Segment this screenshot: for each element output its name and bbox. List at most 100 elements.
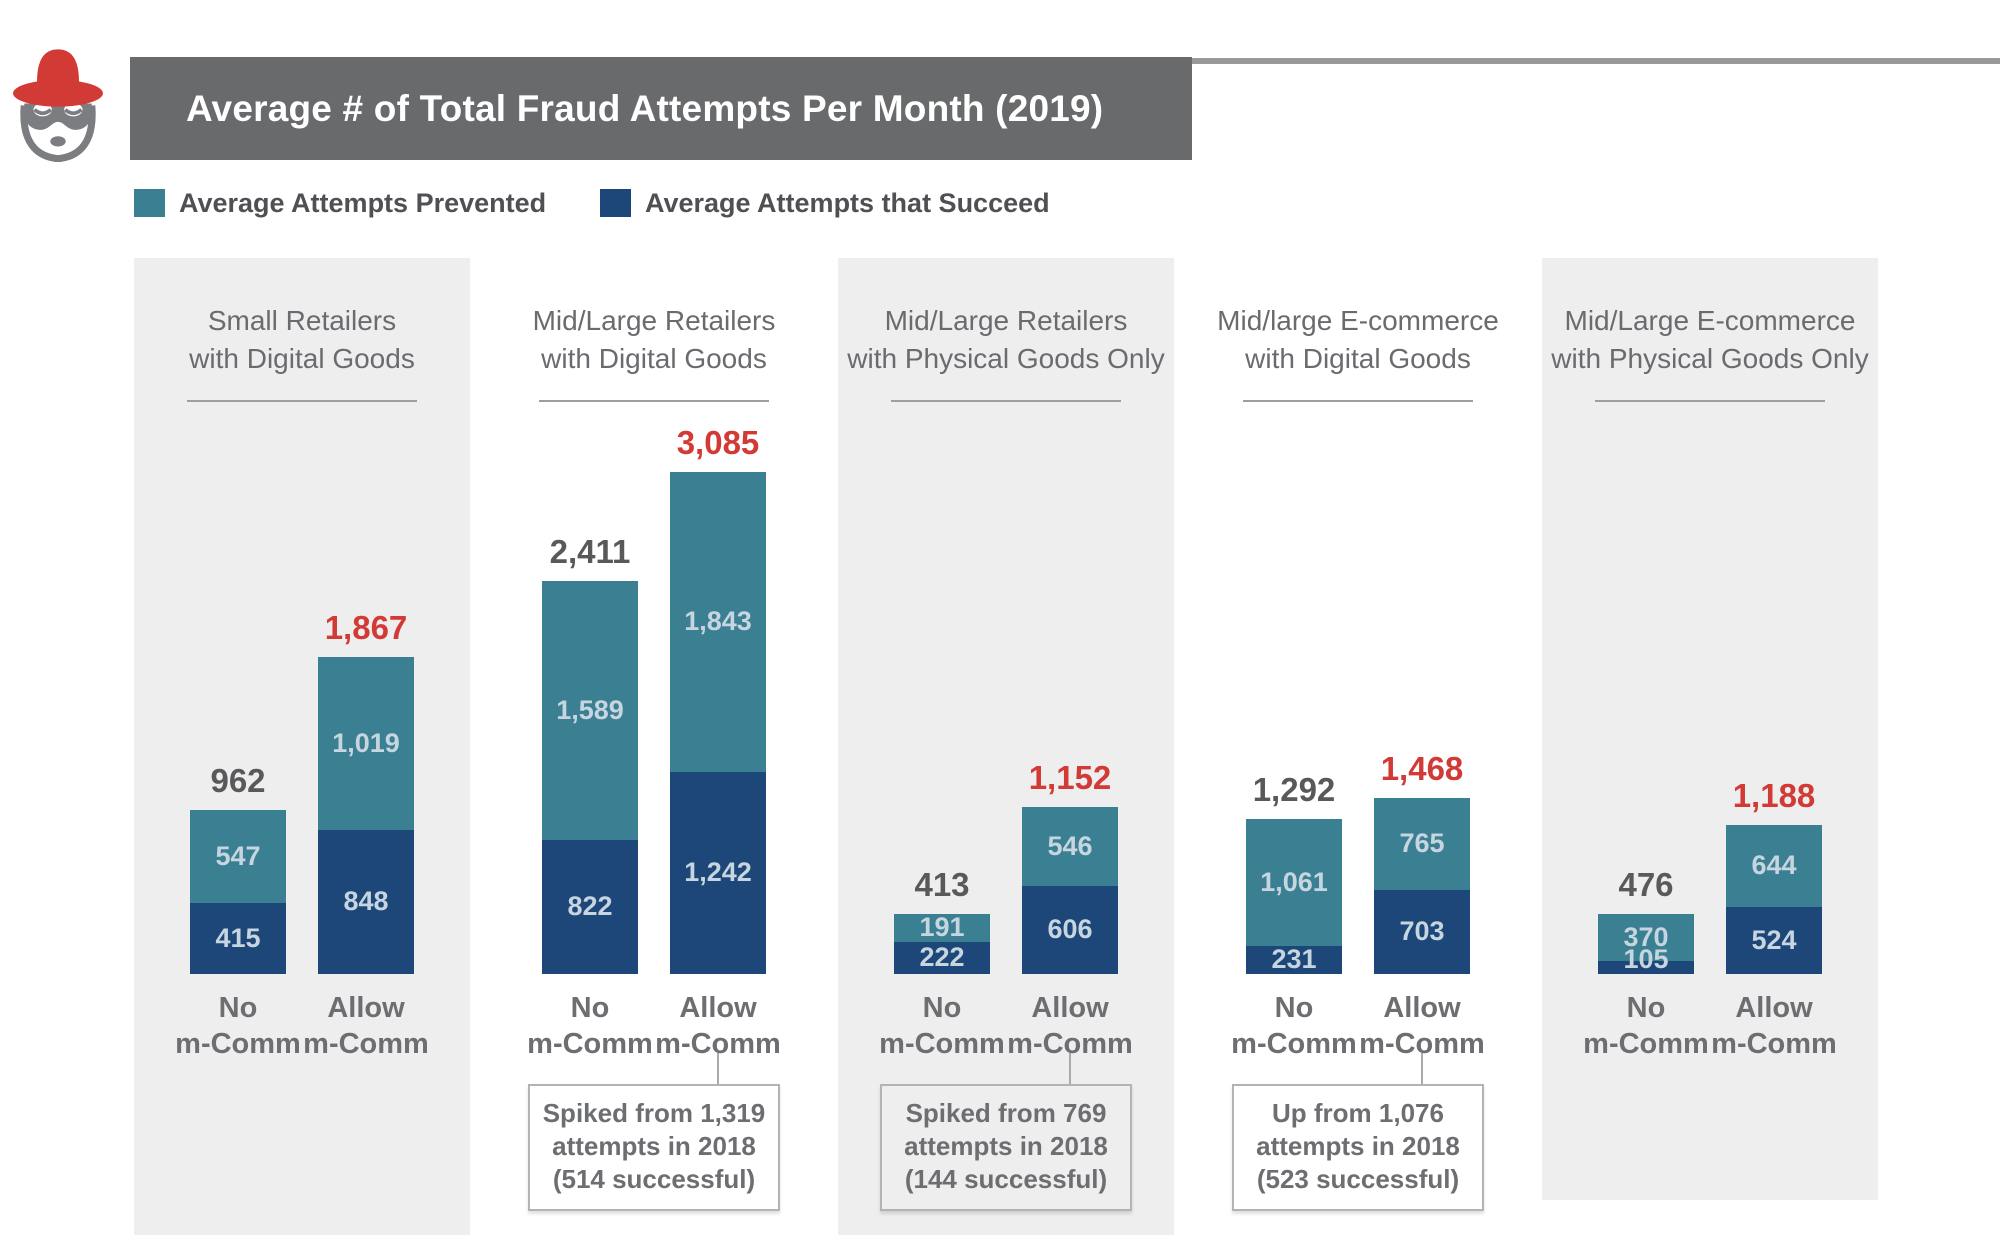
footnote-line: attempts in 2018 [552, 1131, 756, 1161]
legend-item-succeed: Average Attempts that Succeed [600, 188, 1050, 218]
header-rule-line [1192, 58, 2000, 64]
bar-segment-prevented [1726, 825, 1822, 907]
axis-category-line: No [570, 992, 610, 1024]
axis-category-line: m-Comm [527, 1028, 653, 1060]
segment-value-succeed: 415 [215, 922, 261, 953]
segment-value-succeed: 848 [343, 886, 389, 916]
legend-label: Average Attempts that Succeed [645, 187, 1050, 218]
category-panel-1: Small Retailers with Digital Goods 962 547 4… [134, 258, 470, 1235]
bar-total-label: 962 [210, 762, 266, 799]
bar-segment-prevented [542, 581, 638, 840]
panel-title-line: with Physical Goods Only [1551, 343, 1869, 374]
bar-total-label: 1,152 [1028, 759, 1112, 796]
footnote-connector-line [1421, 1053, 1423, 1084]
axis-category-label: Allow m-Comm [628, 990, 808, 1062]
segment-value-prevented: 644 [1751, 850, 1797, 880]
segment-value-succeed: 822 [567, 891, 613, 921]
axis-category-line: m-Comm [1231, 1028, 1357, 1060]
axis-category-label: No m-Comm [1204, 990, 1384, 1062]
footnote-line: attempts in 2018 [1256, 1131, 1460, 1161]
bar-segment-prevented [894, 914, 990, 942]
segment-value-prevented: 1,589 [556, 694, 624, 725]
category-panel-4: Mid/large E-commerce with Digital Goods 1,… [1190, 258, 1526, 1235]
bar-total-label: 1,292 [1252, 771, 1336, 808]
segment-value-succeed: 606 [1047, 914, 1093, 944]
axis-category-line: Allow [1383, 992, 1461, 1024]
axis-category-line: m-Comm [303, 1028, 429, 1060]
header-title-bar: Average # of Total Fraud Attempts Per Mo… [130, 57, 1192, 160]
segment-value-succeed: 1,242 [684, 857, 752, 887]
bar-segment-succeed [670, 772, 766, 974]
fraudster-eyelid-right [63, 108, 83, 116]
segment-value-succeed: 703 [1399, 916, 1445, 946]
bar-total-label: 413 [914, 866, 970, 903]
bar-segment-succeed [894, 942, 990, 974]
bar-segment-succeed [318, 830, 414, 974]
panel-title: Mid/Large Retailers with Physical Goods O… [838, 302, 1174, 378]
footnote-line: Spiked from 1,319 [542, 1098, 766, 1128]
bar-total-label: 1,867 [324, 609, 408, 646]
bar-total-label: 1,468 [1380, 750, 1464, 787]
footnote-box: Up from 1,076 attempts in 2018 (523 succes… [1232, 1084, 1484, 1211]
bar-segment-succeed [1022, 886, 1118, 974]
segment-value-prevented: 370 [1623, 921, 1669, 952]
category-panel-2: Mid/Large Retailers with Digital Goods 2,4… [486, 258, 822, 1235]
panel-title-underline [1595, 400, 1825, 402]
bar-segment-succeed [1598, 961, 1694, 974]
footnote-line: (523 successful) [1256, 1164, 1460, 1194]
segment-value-prevented: 765 [1399, 828, 1445, 858]
category-panel-3: Mid/Large Retailers with Physical Goods O… [838, 258, 1174, 1235]
bar-segment-prevented [670, 472, 766, 772]
axis-category-label: No m-Comm [1556, 990, 1736, 1062]
bar-segment-prevented [318, 657, 414, 830]
bar-total-label: 476 [1618, 866, 1674, 903]
axis-category-line: Allow [679, 992, 757, 1024]
bar-segment-prevented [1246, 819, 1342, 946]
footnote-line: Up from 1,076 [1272, 1098, 1444, 1128]
bar-segment-succeed [542, 840, 638, 974]
legend-label: Average Attempts Prevented [179, 187, 547, 218]
segment-value-succeed: 105 [1623, 944, 1669, 974]
panel-title: Small Retailers with Digital Goods [134, 302, 470, 378]
bar-segment-prevented [1374, 798, 1470, 890]
axis-category-line: No [218, 992, 258, 1024]
segment-value-prevented: 546 [1047, 830, 1093, 861]
axis-category-line: Allow [1735, 992, 1813, 1024]
panel-title: Mid/large E-commerce with Digital Goods [1190, 302, 1526, 378]
fraudster-icon [13, 49, 103, 162]
panel-title-underline [1243, 400, 1473, 402]
bar-segment-succeed [1246, 946, 1342, 974]
legend-swatch-succeed [600, 189, 631, 217]
axis-category-label: Allow m-Comm [276, 990, 456, 1062]
footnote-box: Spiked from 769 attempts in 2018 (144 succ… [880, 1084, 1132, 1211]
footnote-line: Spiked from 769 [905, 1098, 1107, 1128]
footnote-line: attempts in 2018 [904, 1131, 1108, 1161]
segment-value-prevented: 1,843 [684, 606, 752, 636]
legend-item-prevented: Average Attempts Prevented [134, 188, 546, 218]
axis-category-line: Allow [1031, 992, 1109, 1024]
panel-title-line: Small Retailers [207, 305, 397, 336]
axis-category-line: No [922, 992, 962, 1024]
segment-value-succeed: 222 [919, 942, 965, 972]
fraudster-mouth [50, 136, 66, 147]
axis-category-label: No m-Comm [500, 990, 680, 1062]
axis-category-label: Allow m-Comm [1684, 990, 1864, 1062]
legend-swatch-prevented [134, 189, 165, 217]
axis-category-line: No [1274, 992, 1314, 1024]
bar-segment-succeed [1374, 890, 1470, 974]
axis-category-label: No m-Comm [852, 990, 1032, 1062]
panel-title-underline [891, 400, 1121, 402]
segment-value-prevented: 191 [919, 912, 965, 942]
fraudster-eyelid-left [33, 108, 53, 116]
axis-category-line: m-Comm [879, 1028, 1005, 1060]
axis-category-label: Allow m-Comm [1332, 990, 1512, 1062]
footnote-line: (514 successful) [552, 1164, 756, 1194]
axis-category-line: m-Comm [1583, 1028, 1709, 1060]
panel-title: Mid/Large E-commerce with Physical Goods … [1542, 302, 1878, 378]
footnote-connector-line [717, 1053, 719, 1084]
fraudster-hat-brim [13, 80, 103, 107]
page-title: Average # of Total Fraud Attempts Per Mo… [186, 87, 1104, 129]
panel-title-line: with Physical Goods Only [847, 343, 1165, 374]
footnote-box: Spiked from 1,319 attempts in 2018 (514 su… [528, 1084, 780, 1211]
